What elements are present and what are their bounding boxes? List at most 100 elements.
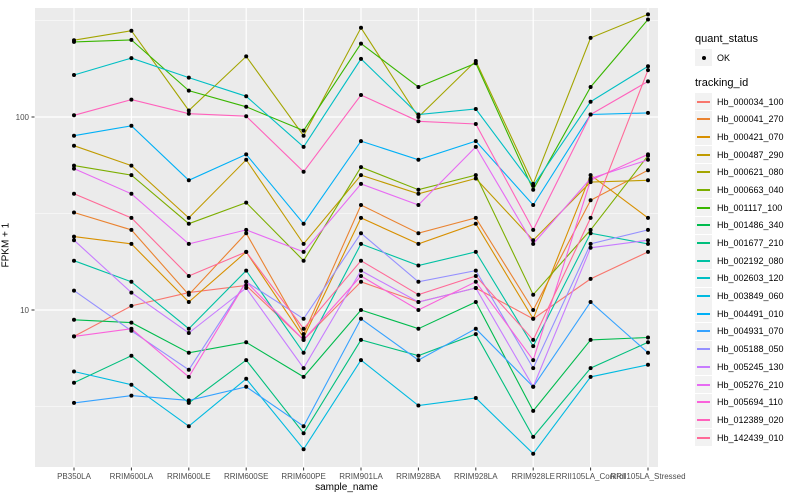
data-point: [244, 200, 249, 205]
data-point: [186, 178, 191, 183]
data-point: [186, 108, 191, 113]
data-point: [244, 279, 249, 284]
legend-line-icon: [697, 401, 710, 404]
x-tick-label: RRII105LA_Control: [556, 472, 626, 481]
data-point: [129, 173, 134, 178]
legend-entry-label: Hb_001117_100: [717, 202, 783, 213]
legend-key-box: [695, 411, 712, 429]
data-point: [301, 337, 306, 342]
data-point: [301, 431, 306, 436]
data-point: [359, 139, 363, 144]
legend-line-icon: [697, 383, 710, 386]
data-point: [301, 350, 306, 355]
data-point: [129, 191, 134, 196]
legend-entry-label: Hb_005694_110: [717, 397, 783, 408]
data-point: [72, 258, 76, 263]
data-point: [416, 308, 421, 312]
x-tick-label: RRIM928LE: [511, 472, 555, 481]
data-point: [186, 398, 191, 403]
data-point: [473, 107, 478, 111]
legend-entry-Hb_000421_070: Hb_000421_070: [695, 128, 799, 146]
legend-line-icon: [697, 153, 710, 156]
data-point: [588, 227, 593, 232]
legend-key-box: [695, 93, 712, 111]
legend-entry-Hb_005694_110: Hb_005694_110: [695, 393, 799, 411]
data-point: [186, 326, 191, 331]
data-point: [531, 292, 536, 297]
legend-line-icon: [697, 100, 710, 103]
data-point: [473, 300, 478, 304]
data-point: [646, 152, 650, 157]
data-point: [473, 122, 478, 126]
data-point: [244, 104, 249, 109]
data-point: [72, 369, 76, 374]
data-point: [244, 157, 249, 162]
data-point: [244, 376, 249, 381]
data-point: [473, 144, 478, 149]
legend-entry-label: OK: [717, 52, 731, 63]
data-point: [416, 241, 421, 246]
data-point: [646, 79, 650, 84]
x-tick-label: RRIM928BA: [396, 472, 441, 481]
legend-key-box: [695, 216, 712, 234]
data-point: [72, 334, 76, 339]
data-point: [244, 268, 249, 273]
x-tick-label: RRIM600LE: [167, 472, 211, 481]
legend-entry-label: Hb_005276_210: [717, 379, 784, 390]
data-point: [646, 249, 650, 254]
data-point: [244, 358, 249, 363]
data-point: [359, 93, 363, 97]
data-point: [588, 366, 593, 371]
legend-entry-label: Hb_012389_020: [717, 414, 784, 425]
data-point: [416, 292, 421, 297]
x-tick-label: RRIM600LA: [110, 472, 154, 481]
data-point: [359, 308, 363, 312]
legend-entry-Hb_001117_100: Hb_001117_100: [695, 199, 799, 217]
data-point: [588, 241, 593, 246]
legend-entry-label: Hb_000034_100: [717, 96, 784, 107]
data-point: [646, 335, 650, 340]
data-point: [244, 94, 249, 99]
data-point: [473, 176, 478, 181]
legend-entry-Hb_001486_340: Hb_001486_340: [695, 216, 799, 235]
legend-entry-label: Hb_001486_340: [717, 220, 784, 231]
data-point: [301, 424, 306, 429]
data-point: [301, 249, 306, 254]
data-point: [129, 303, 134, 308]
data-point: [416, 279, 421, 284]
data-point: [72, 73, 76, 77]
data-point: [129, 382, 134, 387]
data-point: [244, 231, 249, 236]
data-point: [473, 61, 478, 66]
data-point: [416, 358, 421, 363]
data-point: [186, 424, 191, 429]
legend-title-quant-status: quant_status: [695, 33, 758, 45]
data-point: [129, 320, 134, 325]
legend-entry-Hb_000663_040: Hb_000663_040: [695, 181, 799, 199]
data-point: [531, 337, 536, 342]
data-point: [588, 99, 593, 104]
data-point: [129, 227, 134, 232]
legend-key-box: [695, 110, 712, 128]
data-point: [72, 234, 76, 239]
legend-entry-Hb_005245_130: Hb_005245_130: [695, 358, 799, 376]
data-point: [531, 384, 536, 389]
legend-entry-label: Hb_000663_040: [717, 184, 784, 195]
data-point: [359, 41, 363, 46]
data-point: [359, 25, 363, 30]
legend-key-box: [695, 199, 712, 217]
legend-key-box: [695, 340, 712, 358]
data-point: [186, 331, 191, 335]
data-point: [416, 187, 421, 192]
data-point: [473, 221, 478, 226]
legend-key-box: [695, 128, 712, 146]
data-point: [72, 210, 76, 215]
data-point: [129, 279, 134, 284]
data-point: [473, 396, 478, 400]
data-point: [301, 144, 306, 149]
data-point: [359, 258, 363, 263]
legend-entry-label: Hb_000041_270: [717, 114, 784, 125]
data-point: [531, 227, 536, 232]
data-point: [646, 157, 650, 162]
